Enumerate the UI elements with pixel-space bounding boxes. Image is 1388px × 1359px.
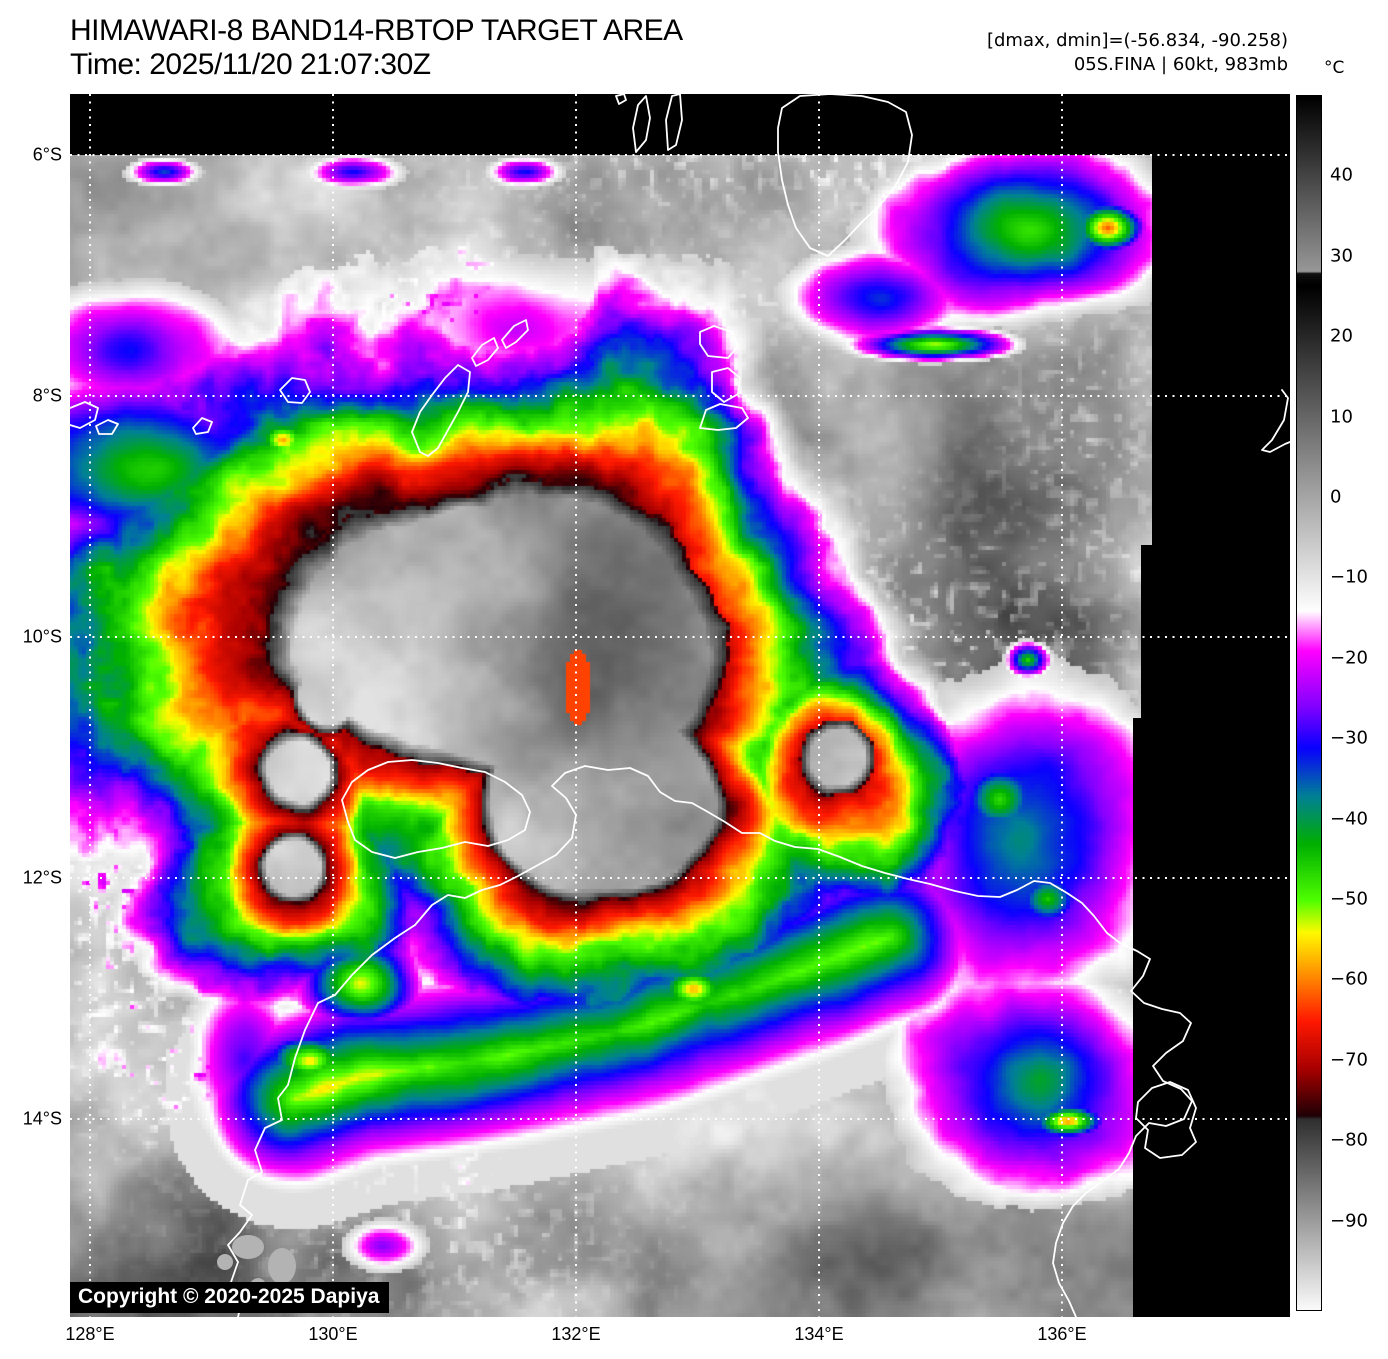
storm-id-annotation: 05S.FINA | 60kt, 983mb — [1073, 54, 1288, 75]
coastline-tiny-island-top — [615, 94, 627, 105]
colorbar-tick-20: 20 — [1330, 325, 1353, 347]
dmax-dmin-annotation: [dmax, dmin]=(-56.834, -90.258) — [986, 30, 1288, 51]
coastline-groote-eylandt — [1135, 1081, 1197, 1159]
coastline-aru-islet-1 — [699, 325, 739, 359]
coastline-kai-island-1 — [632, 95, 651, 153]
map-overlay — [70, 94, 1290, 1317]
colorbar-tick-40: 40 — [1330, 164, 1353, 186]
timestamp-label: Time: 2025/11/20 21:07:30Z — [70, 48, 431, 81]
lon-label-136°E: 136°E — [1037, 1324, 1087, 1344]
colorbar-tick--20: −20 — [1330, 647, 1368, 669]
coastline-tanimbar-islet-1 — [471, 337, 499, 367]
lat-label-10°S: 10°S — [22, 626, 62, 647]
colorbar-tick-30: 30 — [1330, 245, 1353, 267]
coastline-moa-island — [192, 417, 213, 435]
satellite-map-area: Copyright © 2020-2025 Dapiya — [70, 94, 1290, 1317]
colorbar-tick-10: 10 — [1330, 406, 1353, 428]
lon-label-130°E: 130°E — [308, 1324, 358, 1344]
lat-label-6°S: 6°S — [32, 144, 62, 165]
coastline-australia-main — [227, 765, 1193, 1317]
coastline-larat-islet — [699, 403, 749, 431]
colorbar-tick-0: 0 — [1330, 486, 1342, 508]
colorbar-tick--40: −40 — [1330, 808, 1368, 830]
lat-label-8°S: 8°S — [32, 385, 62, 406]
copyright-badge: Copyright © 2020-2025 Dapiya — [70, 1282, 390, 1313]
colorbar-tick--30: −30 — [1330, 727, 1368, 749]
coastline-new-guinea-edge — [1261, 389, 1290, 453]
colorbar-tick--70: −70 — [1330, 1049, 1368, 1071]
coastline-yamdena — [411, 364, 471, 457]
colorbar-tick--90: −90 — [1330, 1210, 1368, 1232]
satellite-image-canvas — [70, 94, 1290, 1317]
page-title: HIMAWARI-8 BAND14-RBTOP TARGET AREA — [70, 14, 683, 47]
coastline-babar-island — [279, 377, 311, 404]
lon-label-134°E: 134°E — [794, 1324, 844, 1344]
coastline-tiwi-islands — [341, 759, 531, 859]
lon-label-128°E: 128°E — [65, 1324, 115, 1344]
no-data-polygon — [1133, 94, 1290, 1317]
colorbar-tick--60: −60 — [1330, 968, 1368, 990]
no-data-regions — [70, 94, 1290, 1317]
latlon-gridlines — [70, 94, 1290, 1317]
coastline-timor-tip — [70, 401, 99, 429]
colorbar — [1296, 95, 1322, 1311]
land-fill-patch — [217, 1254, 233, 1270]
colorbar-tick--80: −80 — [1330, 1129, 1368, 1151]
coastline-aru-islands — [777, 94, 913, 257]
lat-label-12°S: 12°S — [22, 867, 62, 888]
colorbar-tick--10: −10 — [1330, 566, 1368, 588]
coastlines — [70, 94, 1290, 1317]
colorbar-gradient — [1297, 96, 1321, 1310]
land-fill-patch — [232, 1235, 264, 1259]
colorbar-unit-label: °C — [1324, 58, 1345, 78]
lon-label-132°E: 132°E — [551, 1324, 601, 1344]
land-fill-patch — [268, 1248, 296, 1284]
coastline-kai-island-2 — [665, 94, 683, 151]
colorbar-tick--50: −50 — [1330, 888, 1368, 910]
coastline-leti-island — [95, 419, 119, 435]
lat-label-14°S: 14°S — [22, 1108, 62, 1129]
coastline-tanimbar-islet-2 — [501, 319, 529, 349]
coastline-aru-islet-2 — [711, 367, 741, 403]
